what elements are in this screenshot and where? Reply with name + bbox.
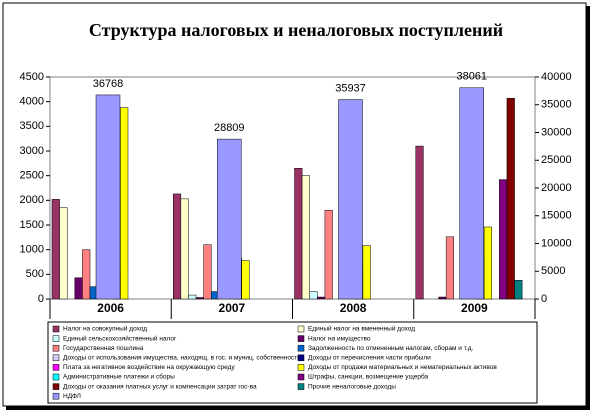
- bar: [499, 179, 508, 300]
- legend-swatch: [52, 364, 60, 371]
- y2-tick-label: 25000: [541, 154, 572, 166]
- y-tick-label: 2000: [20, 194, 44, 206]
- x-tick-label: 2008: [340, 301, 367, 315]
- bar: [188, 294, 197, 300]
- y-tick-label: 4000: [20, 96, 44, 108]
- y2-tick-label: 40000: [541, 71, 572, 83]
- bar: [338, 99, 363, 300]
- bar: [324, 209, 333, 300]
- legend-swatch: [297, 364, 305, 371]
- x-tick-label: 2009: [461, 301, 488, 315]
- bar: [415, 145, 424, 300]
- y2-tick-label: 10000: [541, 237, 572, 249]
- bar: [74, 277, 83, 300]
- y-tick-label: 0: [38, 293, 44, 305]
- legend-label: Доходы от оказания платных услуг и компе…: [63, 383, 257, 390]
- bar: [483, 226, 492, 300]
- bar: [180, 198, 189, 300]
- y2-tick-label: 35000: [541, 99, 572, 111]
- y-tick-label: 1000: [20, 244, 44, 256]
- bar: [195, 297, 204, 300]
- legend-label: Штрафы, санкции, возмещение ущерба: [308, 373, 429, 381]
- bar: [217, 138, 242, 300]
- bar: [59, 207, 68, 300]
- legend-label: Плата за негативное воздействие на окруж…: [63, 363, 235, 371]
- legend-label: Доходы от продажи материальных и нематер…: [308, 364, 497, 371]
- legend-swatch: [297, 325, 305, 333]
- y2-tick-label: 15000: [541, 210, 572, 222]
- y-tick-label: 3000: [20, 145, 44, 157]
- data-label: 35937: [335, 82, 366, 94]
- legend-label: Доходы от перечисления части прибыли: [308, 354, 431, 362]
- y-tick-label: 2500: [20, 170, 44, 182]
- bar: [514, 280, 523, 300]
- legend-swatch: [52, 335, 60, 342]
- legend-swatch: [297, 344, 305, 352]
- legend-label: Единый налог на вмененный доход: [308, 325, 415, 333]
- legend-label: Доходы от использования имущества, наход…: [63, 354, 301, 362]
- y-tick-label: 3500: [20, 120, 44, 132]
- legend-swatch: [297, 354, 305, 362]
- bar: [506, 97, 515, 300]
- bar: [120, 107, 129, 300]
- bar: [438, 296, 447, 300]
- y-tick-label: 500: [26, 268, 44, 280]
- legend-label: НДФЛ: [63, 393, 81, 400]
- bar: [203, 244, 212, 300]
- bar: [317, 296, 326, 300]
- data-label: 38061: [456, 71, 487, 83]
- legend-label: Налог на совокупный доход: [63, 325, 147, 333]
- legend-box: [47, 321, 538, 404]
- bar: [95, 94, 121, 300]
- bar: [301, 175, 310, 300]
- legend-swatch: [52, 354, 60, 362]
- legend-swatch: [297, 335, 305, 342]
- y-tick-label: 1500: [20, 219, 44, 231]
- y2-tick-label: 5000: [541, 265, 565, 277]
- legend-label: Прочие неналоговые доходы: [308, 383, 396, 390]
- legend-label: Налог на имущество: [308, 335, 371, 342]
- legend-swatch: [52, 373, 60, 381]
- bar: [362, 245, 371, 300]
- legend-swatch: [52, 383, 60, 390]
- bar: [309, 291, 318, 300]
- y-tick-label: 4500: [20, 71, 44, 83]
- chart-title: Структура налоговых и неналоговых поступ…: [89, 20, 503, 40]
- legend-swatch: [52, 344, 60, 352]
- bar: [82, 249, 91, 300]
- legend-swatch: [297, 373, 305, 381]
- y2-tick-label: 30000: [541, 126, 572, 138]
- data-label: 36768: [93, 78, 124, 90]
- bar: [51, 199, 60, 300]
- legend-swatch: [52, 392, 60, 400]
- legend-label: Административные платежи и сборы: [63, 373, 175, 381]
- plot-area: [49, 76, 536, 300]
- legend-swatch: [297, 383, 305, 390]
- bar: [173, 193, 182, 300]
- legend-label: Задолженность по отмененным налогам, сбо…: [308, 344, 474, 352]
- data-label: 28809: [214, 122, 245, 134]
- bar: [294, 168, 303, 300]
- bar: [241, 260, 250, 300]
- x-tick-label: 2006: [97, 301, 124, 315]
- legend-label: Государственная пошлина: [63, 345, 144, 352]
- y2-tick-label: 20000: [541, 182, 572, 194]
- legend-swatch: [52, 325, 60, 333]
- bar: [445, 236, 454, 300]
- legend-label: Единый сельскохозяйственный налог: [63, 334, 177, 342]
- y2-tick-label: 0: [541, 293, 547, 305]
- bar: [459, 87, 484, 300]
- x-tick-label: 2007: [219, 301, 246, 315]
